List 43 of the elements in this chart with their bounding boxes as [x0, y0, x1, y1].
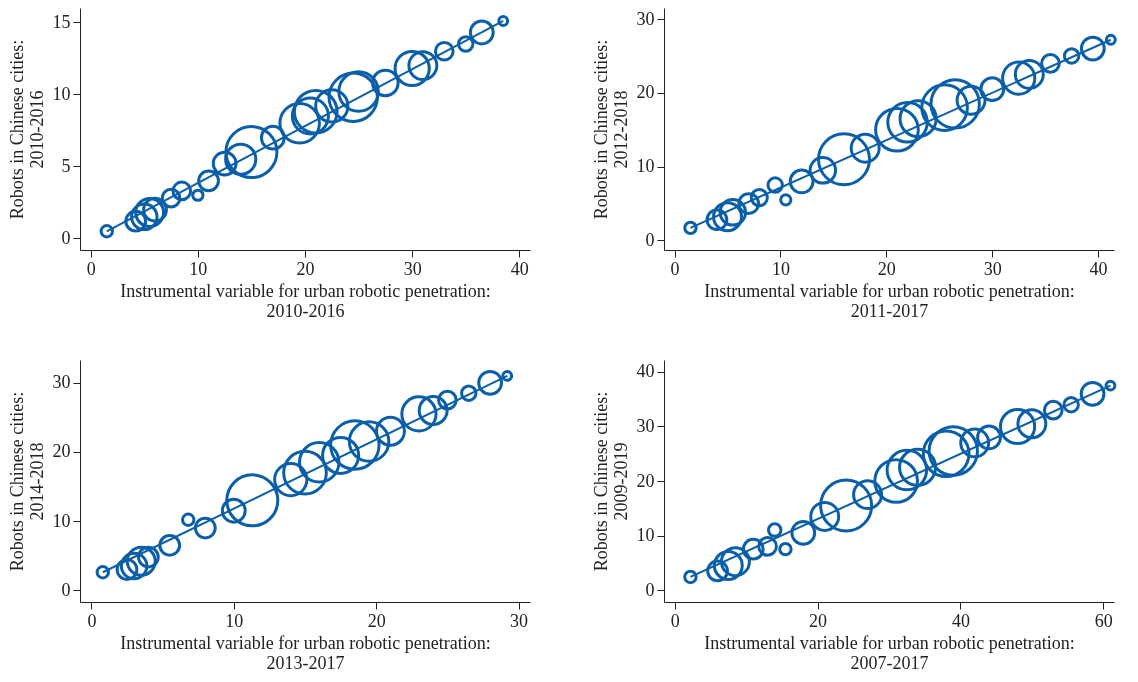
y-axis-title: Robots in Chinese cities: 2009-2019	[590, 391, 631, 572]
x-tick-label: 40	[1089, 258, 1108, 279]
y-tick-label: 10	[52, 510, 71, 531]
x-tick-label: 30	[510, 610, 529, 631]
x-tick-label: 0	[670, 610, 680, 631]
x-tick-label: 20	[296, 258, 315, 279]
x-tick-label: 0	[86, 258, 96, 279]
x-tick-label: 40	[510, 258, 529, 279]
x-tick-label: 10	[771, 258, 790, 279]
y-tick-label: 40	[636, 361, 655, 382]
x-tick-label: 10	[225, 610, 244, 631]
y-tick-label: 30	[636, 416, 655, 436]
x-axis-title: Instrumental variable for urban robotic penetration: 2010-2016	[120, 280, 491, 321]
y-tick-label: 0	[61, 579, 71, 600]
y-tick-label: 20	[636, 470, 655, 491]
y-tick-label: 0	[61, 227, 71, 248]
x-tick-label: 40	[951, 610, 970, 631]
x-tick-label: 60	[1094, 610, 1113, 631]
x-axis-title: Instrumental variable for urban robotic penetration: 2013-2017	[120, 632, 491, 673]
x-axis-title: Instrumental variable for urban robotic penetration: 2011-2017	[704, 280, 1075, 321]
x-tick-label: 20	[367, 610, 386, 631]
y-tick-label: 0	[645, 579, 655, 600]
x-tick-label: 20	[809, 610, 828, 631]
x-axis-title: Instrumental variable for urban robotic penetration: 2007-2017	[704, 632, 1075, 673]
y-tick-label: 30	[636, 8, 655, 29]
x-tick-label: 0	[670, 258, 680, 279]
y-tick-label: 0	[645, 229, 655, 250]
x-tick-label: 0	[87, 610, 97, 631]
x-tick-label: 20	[877, 258, 896, 279]
y-tick-label: 20	[636, 82, 655, 103]
y-axis-title: Robots in Chinese cities: 2014-2018	[6, 391, 47, 572]
y-tick-label: 10	[52, 83, 71, 104]
y-tick-label: 10	[636, 156, 655, 177]
x-tick-label: 30	[983, 258, 1002, 279]
y-tick-label: 5	[61, 155, 71, 176]
x-tick-label: 30	[403, 258, 422, 279]
y-tick-label: 30	[52, 372, 71, 393]
y-tick-label: 10	[636, 525, 655, 545]
y-tick-label: 15	[52, 11, 71, 32]
y-axis-title: Robots in Chinese cities: 2012-2018	[590, 39, 631, 220]
x-tick-label: 10	[189, 258, 208, 279]
y-axis-title: Robots in Chinese cities: 2010-2016	[6, 39, 47, 220]
y-tick-label: 20	[52, 441, 71, 462]
